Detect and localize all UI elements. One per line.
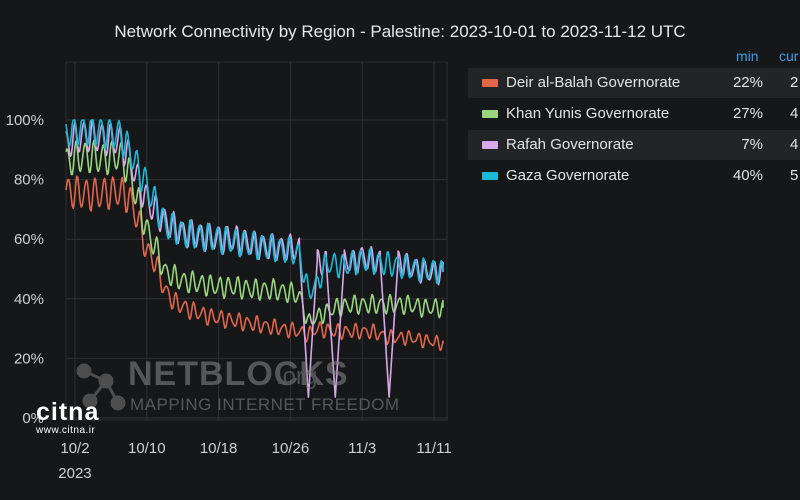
series-line-3 (65, 119, 444, 299)
x-tick-label: 11/3 (348, 440, 376, 457)
legend-swatch (482, 141, 498, 149)
x-tick-label: 11/11 (416, 440, 451, 457)
legend-swatch (482, 172, 498, 180)
legend-min-value: 7% (741, 136, 763, 153)
legend-item-gaza[interactable]: Gaza Governorate 40% 5 (468, 161, 800, 191)
legend-label: Khan Yunis Governorate (506, 105, 670, 122)
legend-cur-value: 2 (790, 74, 799, 91)
legend-item-khan-yunis[interactable]: Khan Yunis Governorate 27% 4 (468, 99, 800, 129)
legend-cur-value: 4 (790, 136, 799, 153)
citna-logo: citna (36, 398, 100, 426)
citna-credit: citna www.citna.ir (36, 398, 99, 436)
y-tick-label: 20% (14, 350, 44, 367)
y-tick-label: 60% (14, 231, 44, 248)
legend: min cur Deir al-Balah Governorate 22% 2 … (468, 48, 800, 192)
legend-label: Deir al-Balah Governorate (506, 74, 681, 91)
citna-url: www.citna.ir (36, 425, 96, 436)
watermark-brand: NETBLOCKS (128, 355, 349, 393)
legend-item-rafah[interactable]: Rafah Governorate 7% 4 (468, 130, 800, 160)
legend-min-value: 27% (732, 105, 763, 122)
y-tick-label: 0% (22, 410, 44, 427)
legend-swatch (482, 79, 498, 87)
axis-ticks: 0% 20% 40% 60% 80% 100% 10/2 2023 10/10 10/18 10/2… (6, 112, 452, 482)
legend-label: Rafah Governorate (506, 136, 634, 153)
legend-min-value: 40% (732, 167, 763, 184)
legend-item-deir-al-balah[interactable]: Deir al-Balah Governorate 22% 2 (468, 68, 800, 98)
x-tick-year-label: 2023 (58, 465, 91, 482)
legend-label: Gaza Governorate (506, 167, 630, 184)
x-tick-label: 10/26 (272, 440, 310, 457)
watermark-suffix: .org (276, 363, 318, 390)
chart-title: Network Connectivity by Region - Palesti… (114, 22, 686, 41)
network-nodes-icon (76, 363, 126, 411)
legend-min-header[interactable]: min (736, 48, 759, 64)
legend-cur-header[interactable]: cur (779, 48, 799, 64)
legend-cur-value: 5 (790, 167, 799, 184)
legend-cur-value: 4 (790, 105, 799, 122)
series-lines (65, 119, 444, 398)
y-tick-label: 80% (14, 172, 44, 189)
y-tick-label: 40% (14, 291, 44, 308)
legend-min-value: 22% (732, 74, 763, 91)
x-tick-label: 10/18 (200, 440, 238, 457)
series-line-1 (65, 139, 444, 326)
plot-frame (65, 61, 448, 421)
legend-header: min cur (468, 48, 800, 68)
x-tick-label: 10/10 (128, 440, 166, 457)
y-tick-label: 100% (6, 112, 44, 129)
watermark-tagline: MAPPING INTERNET FREEDOM (130, 395, 400, 414)
series-line-0 (65, 175, 444, 352)
x-tick-label: 10/2 (60, 440, 89, 457)
legend-swatch (482, 110, 498, 118)
